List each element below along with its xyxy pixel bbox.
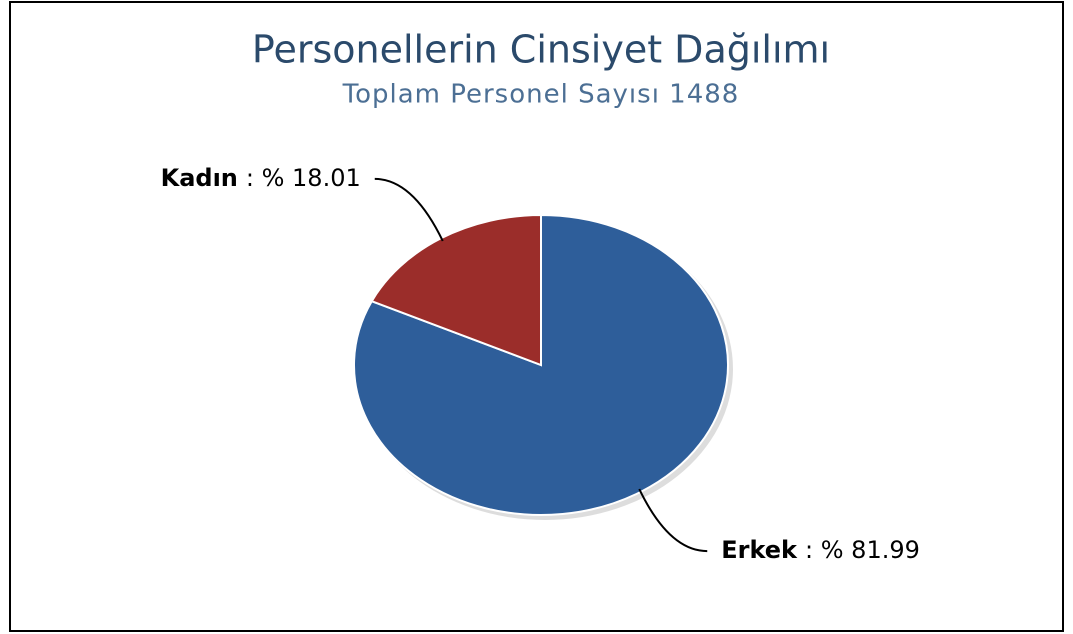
data-label: Erkek: % 81.99 [721,536,920,564]
label-category: Erkek [721,536,798,564]
label-value: : % 18.01 [246,164,361,192]
label-value: : % 81.99 [805,536,920,564]
label-connector [374,177,444,242]
chart-title: Personellerin Cinsiyet Dağılımı [252,28,830,72]
label-category: Kadın [161,164,238,192]
label-connector [638,488,708,553]
data-label: Kadın : % 18.01 [161,164,361,192]
chart-subtitle: Toplam Personel Sayısı 1488 [342,80,740,110]
